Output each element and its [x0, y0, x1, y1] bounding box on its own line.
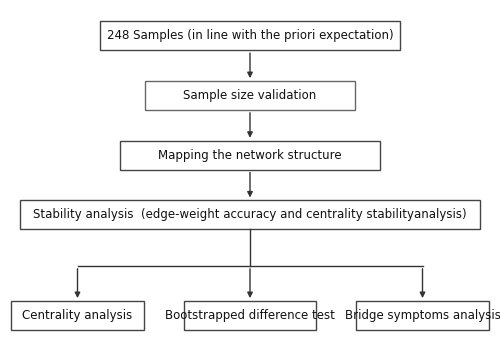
FancyBboxPatch shape — [100, 21, 400, 50]
Text: Centrality analysis: Centrality analysis — [22, 309, 132, 322]
FancyBboxPatch shape — [11, 301, 144, 330]
Text: Stability analysis  (edge-weight accuracy and centrality stabilityanalysis): Stability analysis (edge-weight accuracy… — [33, 208, 467, 221]
Text: 248 Samples (in line with the priori expectation): 248 Samples (in line with the priori exp… — [106, 29, 394, 42]
Text: Mapping the network structure: Mapping the network structure — [158, 149, 342, 162]
FancyBboxPatch shape — [145, 81, 355, 110]
FancyBboxPatch shape — [20, 200, 480, 229]
FancyBboxPatch shape — [120, 140, 380, 169]
FancyBboxPatch shape — [356, 301, 488, 330]
Text: Sample size validation: Sample size validation — [184, 89, 316, 102]
Text: Bridge symptoms analysis: Bridge symptoms analysis — [344, 309, 500, 322]
Text: Bootstrapped difference test: Bootstrapped difference test — [165, 309, 335, 322]
FancyBboxPatch shape — [184, 301, 316, 330]
